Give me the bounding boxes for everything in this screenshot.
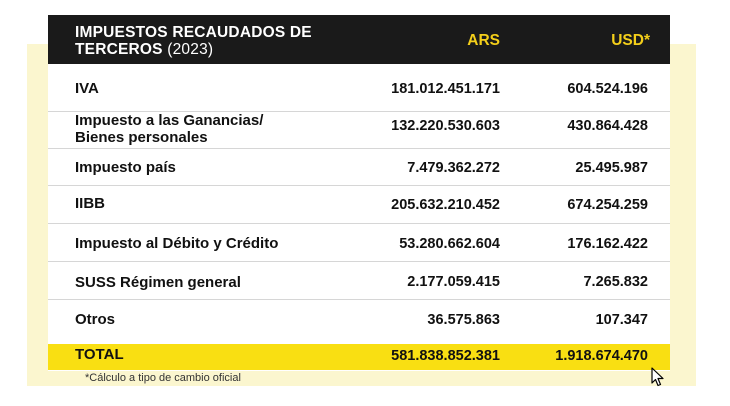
table-row: Otros 36.575.863 107.347 xyxy=(48,300,670,338)
row-usd-value: 25.495.987 xyxy=(575,160,648,176)
row-label: SUSS Régimen general xyxy=(75,274,241,291)
table-card xyxy=(48,15,670,371)
row-usd-value: 674.254.259 xyxy=(567,197,648,213)
table-title: IMPUESTOS RECAUDADOS DE TERCEROS (2023) xyxy=(75,24,335,58)
row-usd-value: 176.162.422 xyxy=(567,236,648,252)
column-header-ars: ARS xyxy=(467,32,500,49)
row-ars-value: 53.280.662.604 xyxy=(399,236,500,252)
total-usd-value: 1.918.674.470 xyxy=(555,348,648,364)
row-label: Impuesto país xyxy=(75,159,176,176)
footnote: *Cálculo a tipo de cambio oficial xyxy=(85,372,241,384)
row-label: Otros xyxy=(75,311,116,328)
row-ars-value: 36.575.863 xyxy=(427,312,500,328)
table-row: IVA 181.012.451.171 604.524.196 xyxy=(48,64,670,112)
table-row: IIBB 205.632.210.452 674.254.259 xyxy=(48,186,670,224)
row-usd-value: 604.524.196 xyxy=(567,81,648,97)
row-label: Impuesto al Débito y Crédito xyxy=(75,235,279,252)
total-row: TOTAL 581.838.852.381 1.918.674.470 xyxy=(48,344,670,370)
row-ars-value: 132.220.530.603 xyxy=(391,118,500,134)
title-year: (2023) xyxy=(167,41,214,58)
row-usd-value: 430.864.428 xyxy=(567,118,648,134)
row-label: Impuesto a las Ganancias/ Bienes persona… xyxy=(75,112,264,146)
table-header: IMPUESTOS RECAUDADOS DE TERCEROS (2023) … xyxy=(48,15,670,64)
column-header-usd: USD* xyxy=(611,32,650,49)
total-label: TOTAL xyxy=(75,346,124,363)
row-label: IIBB xyxy=(75,195,105,212)
total-ars-value: 581.838.852.381 xyxy=(391,348,500,364)
table-row: Impuesto al Débito y Crédito 53.280.662.… xyxy=(48,224,670,262)
row-ars-value: 181.012.451.171 xyxy=(391,81,500,97)
row-ars-value: 205.632.210.452 xyxy=(391,197,500,213)
row-label: IVA xyxy=(75,80,99,97)
table-row: SUSS Régimen general 2.177.059.415 7.265… xyxy=(48,262,670,300)
table-row: Impuesto a las Ganancias/ Bienes persona… xyxy=(48,112,670,149)
row-usd-value: 107.347 xyxy=(595,312,648,328)
table-body: IVA 181.012.451.171 604.524.196 Impuesto… xyxy=(48,64,670,338)
row-usd-value: 7.265.832 xyxy=(583,274,648,290)
mouse-pointer-icon xyxy=(651,367,664,387)
title-main: IMPUESTOS RECAUDADOS DE TERCEROS xyxy=(75,24,312,58)
row-ars-value: 2.177.059.415 xyxy=(407,274,500,290)
row-ars-value: 7.479.362.272 xyxy=(407,160,500,176)
table-row: Impuesto país 7.479.362.272 25.495.987 xyxy=(48,149,670,186)
